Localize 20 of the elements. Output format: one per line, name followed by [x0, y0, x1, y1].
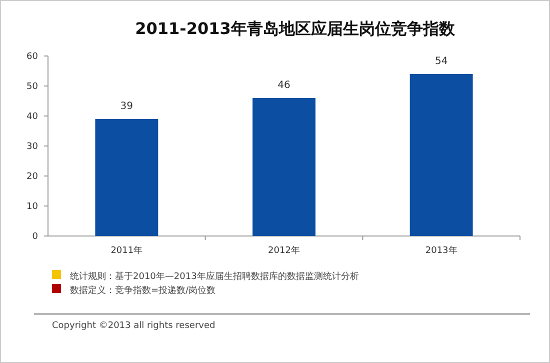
bar [95, 119, 158, 236]
y-tick-label: 30 [26, 142, 38, 152]
text: 数据定义：竞争指数=投递数/岗位数 [70, 285, 216, 296]
y-tick-label: 40 [26, 112, 38, 122]
bar [410, 74, 473, 236]
bar [252, 98, 316, 236]
y-tick-label: 50 [26, 82, 38, 92]
y-tick-label: 0 [32, 232, 38, 242]
data-label: 46 [278, 80, 290, 91]
data-label: 54 [434, 56, 448, 67]
text: 统计规则：基于2010年—2013年应届生招聘数据库的数据监测统计分析 [70, 271, 359, 282]
data-label: 39 [120, 101, 134, 112]
y-tick-label: 60 [26, 52, 38, 62]
y-tick-label: 20 [26, 172, 38, 182]
chart-title: 2011-2013年青岛地区应届生岗位竞争指数 [135, 19, 456, 38]
x-tick-label: 2011年 [110, 245, 143, 256]
text: Copyright ©2013 all rights reserved [52, 321, 216, 331]
x-tick-label: 2013年 [425, 245, 458, 256]
y-tick-label: 10 [26, 202, 38, 212]
x-tick-label: 2012年 [268, 245, 300, 256]
